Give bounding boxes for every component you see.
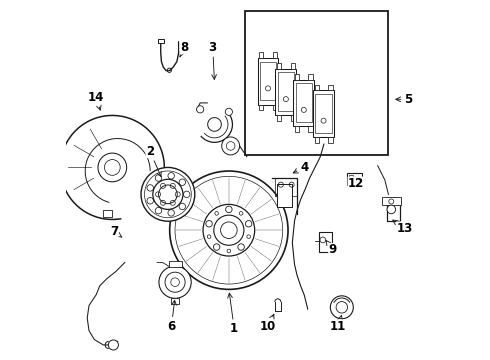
Circle shape (330, 296, 353, 319)
Bar (328, 85, 333, 90)
Text: 11: 11 (330, 315, 346, 333)
Text: 3: 3 (209, 41, 217, 80)
Bar (309, 74, 313, 80)
Circle shape (196, 106, 204, 113)
Text: 8: 8 (180, 41, 188, 57)
Circle shape (159, 185, 177, 204)
Circle shape (336, 302, 347, 313)
Bar (259, 52, 263, 58)
Bar (277, 184, 292, 207)
Bar (295, 83, 312, 122)
Bar (272, 105, 277, 111)
Bar (294, 80, 314, 126)
Bar (291, 116, 295, 121)
Circle shape (104, 159, 120, 175)
Circle shape (214, 215, 244, 245)
Bar (382, 197, 401, 205)
Bar (315, 85, 319, 90)
Text: 14: 14 (88, 91, 104, 110)
Bar (315, 94, 332, 133)
Bar (309, 126, 313, 132)
Text: 9: 9 (326, 240, 337, 256)
Bar (169, 261, 181, 267)
Text: 2: 2 (146, 145, 161, 176)
Bar (272, 52, 277, 58)
Text: 13: 13 (393, 220, 413, 235)
Bar (158, 39, 164, 42)
Circle shape (171, 278, 179, 287)
Circle shape (221, 137, 240, 155)
Bar (275, 69, 296, 116)
Bar (315, 137, 319, 143)
Bar (245, 12, 389, 155)
Circle shape (220, 222, 237, 238)
Bar (278, 72, 294, 111)
Circle shape (159, 266, 191, 298)
Bar (318, 232, 332, 252)
Text: 12: 12 (348, 177, 364, 190)
Circle shape (225, 108, 232, 116)
Bar (277, 116, 281, 121)
Circle shape (141, 167, 195, 221)
Text: 5: 5 (396, 93, 412, 106)
Text: 4: 4 (293, 161, 308, 174)
Circle shape (170, 171, 288, 289)
Bar (295, 74, 299, 80)
Circle shape (165, 272, 185, 292)
Bar (260, 62, 276, 100)
Circle shape (226, 141, 235, 150)
Bar (347, 173, 362, 185)
Bar (387, 198, 400, 221)
Bar (277, 63, 281, 69)
Text: 7: 7 (110, 225, 122, 238)
Circle shape (108, 340, 119, 350)
Bar (103, 210, 112, 217)
Bar (258, 58, 278, 105)
Text: 6: 6 (168, 300, 176, 333)
Text: 1: 1 (228, 293, 238, 335)
Circle shape (153, 179, 183, 210)
Circle shape (389, 199, 394, 204)
Bar (328, 137, 333, 143)
Text: 10: 10 (260, 314, 276, 333)
Bar (313, 90, 334, 137)
Bar (259, 105, 263, 111)
Circle shape (203, 204, 255, 256)
Bar (295, 126, 299, 132)
Circle shape (387, 205, 395, 214)
Bar (349, 175, 353, 184)
Circle shape (98, 153, 126, 182)
Bar (291, 63, 295, 69)
Bar (171, 298, 179, 305)
